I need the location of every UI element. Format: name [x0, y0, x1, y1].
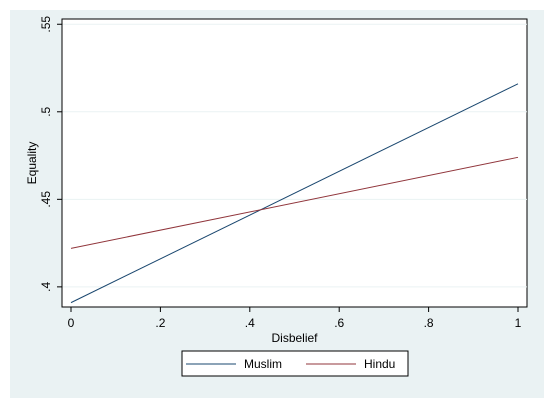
y-tick-label: .4 — [39, 282, 53, 292]
x-tick-label: .4 — [245, 316, 255, 330]
x-tick-label: .8 — [424, 316, 434, 330]
plot-area — [62, 19, 527, 307]
x-tick-label: 1 — [515, 316, 522, 330]
y-tick-label: .5 — [39, 106, 53, 116]
y-axis-label: Equality — [25, 142, 39, 185]
y-tick-label: .55 — [39, 16, 53, 33]
y-tick-label: .45 — [39, 191, 53, 208]
x-tick-label: 0 — [68, 316, 75, 330]
legend-label-muslim: Muslim — [244, 357, 282, 371]
x-tick-label: .6 — [334, 316, 344, 330]
legend: Muslim Hindu — [182, 351, 408, 376]
legend-label-hindu: Hindu — [364, 357, 395, 371]
x-axis-label: Disbelief — [271, 331, 318, 345]
x-tick-label: .2 — [155, 316, 165, 330]
